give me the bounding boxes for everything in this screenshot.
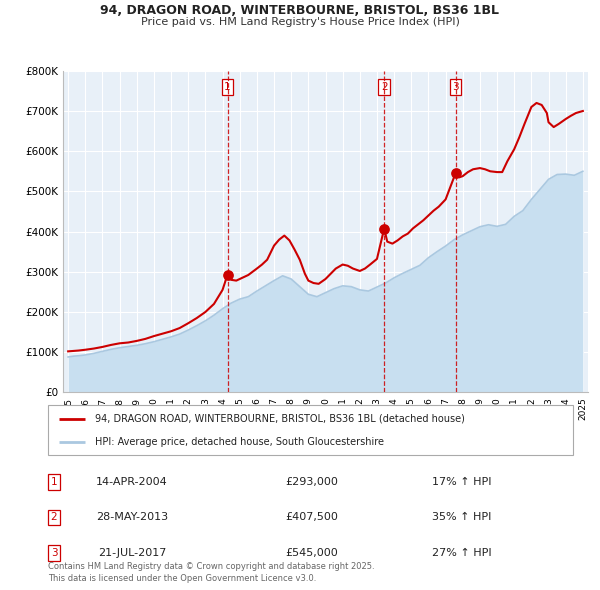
Text: 28-MAY-2013: 28-MAY-2013 <box>96 513 168 522</box>
Text: Price paid vs. HM Land Registry's House Price Index (HPI): Price paid vs. HM Land Registry's House … <box>140 17 460 27</box>
Text: HPI: Average price, detached house, South Gloucestershire: HPI: Average price, detached house, Sout… <box>95 437 384 447</box>
Text: £545,000: £545,000 <box>286 548 338 558</box>
Point <box>379 224 389 233</box>
Text: 2: 2 <box>381 82 388 92</box>
Text: 27% ↑ HPI: 27% ↑ HPI <box>432 548 491 558</box>
Text: £407,500: £407,500 <box>286 513 338 522</box>
Text: 21-JUL-2017: 21-JUL-2017 <box>98 548 166 558</box>
Text: 1: 1 <box>50 477 58 487</box>
FancyBboxPatch shape <box>48 405 573 455</box>
Point <box>451 169 460 178</box>
Text: Contains HM Land Registry data © Crown copyright and database right 2025.
This d: Contains HM Land Registry data © Crown c… <box>48 562 374 583</box>
Text: 94, DRAGON ROAD, WINTERBOURNE, BRISTOL, BS36 1BL (detached house): 94, DRAGON ROAD, WINTERBOURNE, BRISTOL, … <box>95 414 465 424</box>
Text: 35% ↑ HPI: 35% ↑ HPI <box>432 513 491 522</box>
Text: 94, DRAGON ROAD, WINTERBOURNE, BRISTOL, BS36 1BL: 94, DRAGON ROAD, WINTERBOURNE, BRISTOL, … <box>101 4 499 17</box>
Text: 3: 3 <box>452 82 459 92</box>
Text: 1: 1 <box>224 82 231 92</box>
Text: 3: 3 <box>50 548 58 558</box>
Text: 2: 2 <box>50 513 58 522</box>
Text: 17% ↑ HPI: 17% ↑ HPI <box>432 477 491 487</box>
Text: £293,000: £293,000 <box>286 477 338 487</box>
Text: 14-APR-2004: 14-APR-2004 <box>96 477 168 487</box>
Point <box>223 270 232 279</box>
